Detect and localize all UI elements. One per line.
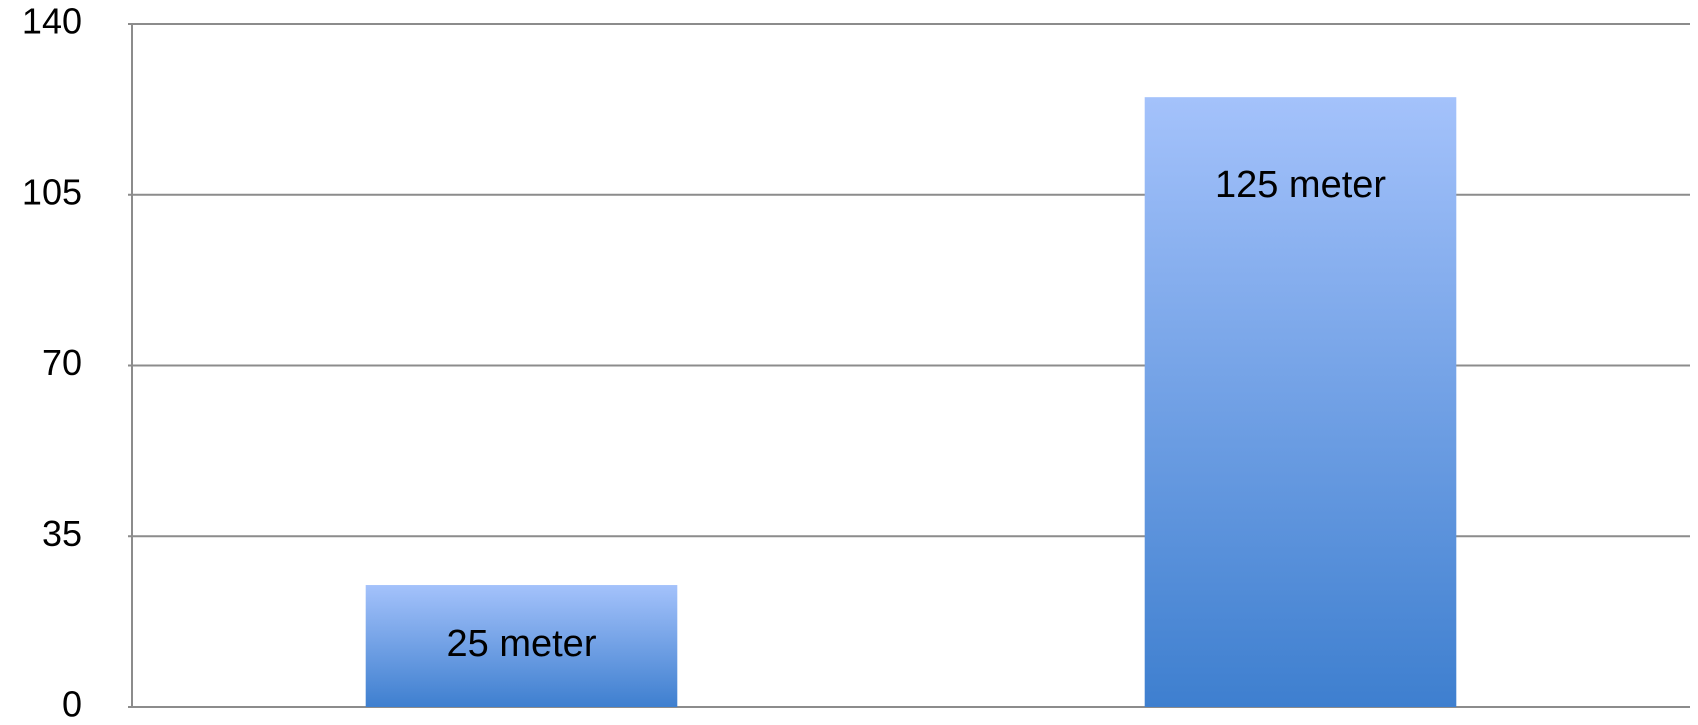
y-tick-label: 35 xyxy=(42,513,82,554)
y-tick-label: 140 xyxy=(22,1,82,42)
y-axis-ticks: 0 35 70 105 140 xyxy=(22,1,82,725)
bars xyxy=(365,97,1457,707)
bar-data-label: 25 meter xyxy=(447,623,597,665)
bar xyxy=(365,585,678,707)
y-tick-label: 70 xyxy=(42,342,82,383)
y-tick-label: 105 xyxy=(22,171,82,212)
y-tick-label: 0 xyxy=(62,684,82,725)
data-labels: 25 meter 125 meter xyxy=(447,164,1387,665)
bar-data-label: 125 meter xyxy=(1215,164,1386,206)
bar xyxy=(1144,97,1457,707)
